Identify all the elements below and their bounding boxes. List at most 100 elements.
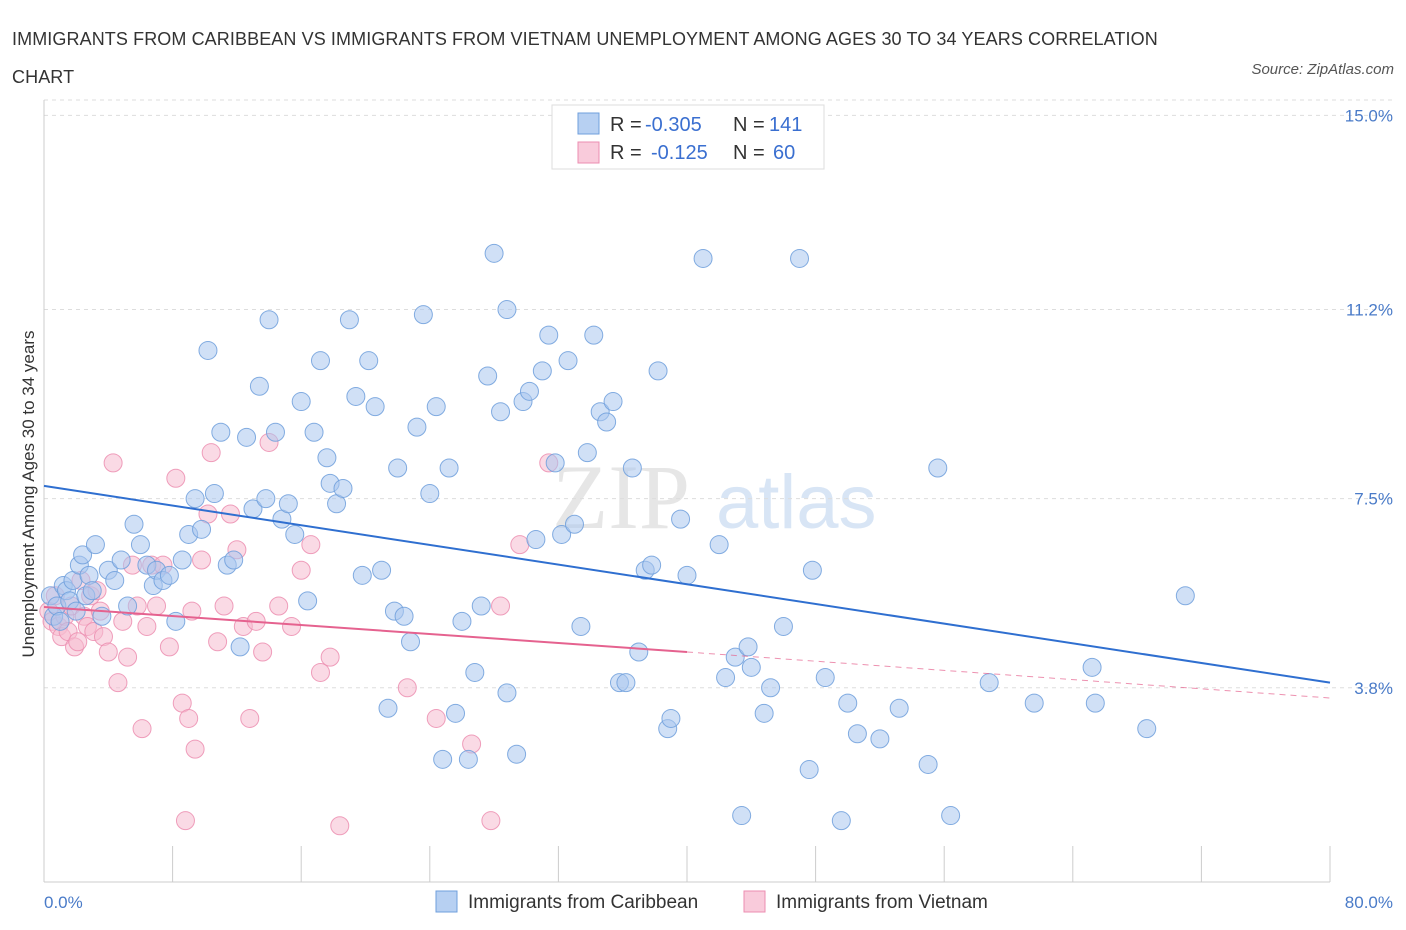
caribbean-point bbox=[204, 484, 224, 504]
caribbean-point bbox=[761, 678, 781, 698]
caribbean-point bbox=[497, 683, 517, 703]
legend-n-value-caribbean: 141 bbox=[769, 114, 802, 136]
vietnam-point bbox=[182, 601, 202, 621]
caribbean-point bbox=[388, 458, 408, 478]
caribbean-point bbox=[79, 565, 99, 585]
y-tick-label: 15.0% bbox=[1345, 106, 1393, 125]
bottom-legend-swatch-caribbean bbox=[435, 890, 458, 913]
vietnam-point bbox=[192, 550, 212, 570]
y-axis-label: Unemployment Among Ages 30 to 34 years bbox=[19, 331, 38, 658]
caribbean-point bbox=[693, 248, 713, 268]
caribbean-point bbox=[230, 637, 250, 657]
caribbean-point bbox=[372, 560, 392, 580]
caribbean-point bbox=[118, 596, 138, 616]
caribbean-point bbox=[532, 361, 552, 381]
caribbean-point bbox=[519, 381, 539, 401]
vietnam-point bbox=[103, 453, 123, 473]
caribbean-point bbox=[545, 453, 565, 473]
vietnam-point bbox=[269, 596, 289, 616]
caribbean-point bbox=[346, 386, 366, 406]
caribbean-point bbox=[584, 325, 604, 345]
caribbean-point bbox=[172, 550, 192, 570]
caribbean-point bbox=[870, 729, 890, 749]
caribbean-point bbox=[571, 616, 591, 636]
caribbean-point bbox=[941, 806, 961, 826]
vietnam-point bbox=[175, 811, 195, 831]
caribbean-point bbox=[918, 754, 938, 774]
trend-lines bbox=[43, 484, 1331, 699]
legend-r-value-vietnam: -0.125 bbox=[651, 142, 708, 164]
caribbean-point bbox=[716, 668, 736, 688]
vietnam-point bbox=[310, 662, 330, 682]
caribbean-point bbox=[278, 494, 298, 514]
caribbean-point bbox=[526, 530, 546, 550]
vietnam-point bbox=[301, 535, 321, 555]
caribbean-point bbox=[709, 535, 729, 555]
caribbean-point bbox=[317, 448, 337, 468]
caribbean-point bbox=[790, 248, 810, 268]
bottom-legend-label-vietnam: Immigrants from Vietnam bbox=[776, 892, 988, 913]
vietnam-point bbox=[397, 678, 417, 698]
caribbean-point bbox=[224, 550, 244, 570]
caribbean-point bbox=[1137, 719, 1157, 739]
caribbean-point bbox=[111, 550, 131, 570]
caribbean-point bbox=[73, 545, 93, 565]
caribbean-point bbox=[359, 351, 379, 371]
vietnam-point bbox=[208, 632, 228, 652]
legend-r-value-caribbean: -0.305 bbox=[645, 114, 702, 136]
caribbean-point bbox=[256, 489, 276, 509]
caribbean-point bbox=[507, 744, 527, 764]
caribbean-point bbox=[439, 458, 459, 478]
caribbean-point bbox=[237, 427, 257, 447]
source-label: Source: ZipAtlas.com bbox=[1251, 61, 1394, 78]
caribbean-point bbox=[1175, 586, 1195, 606]
caribbean-point bbox=[831, 811, 851, 831]
caribbean-point bbox=[130, 535, 150, 555]
caribbean-point bbox=[552, 524, 572, 544]
caribbean-point bbox=[310, 351, 330, 371]
caribbean-point bbox=[291, 392, 311, 412]
caribbean-point bbox=[82, 581, 102, 601]
top-legend: R = -0.305 N = 141 R = -0.125 N = 60 bbox=[551, 104, 825, 170]
caribbean-point bbox=[1024, 693, 1044, 713]
vietnam-points bbox=[39, 432, 559, 836]
watermark-atlas: atlas bbox=[716, 460, 877, 545]
legend-r-label-vietnam: R = bbox=[610, 142, 642, 164]
caribbean-point bbox=[847, 724, 867, 744]
vietnam-point bbox=[68, 632, 88, 652]
caribbean-point bbox=[838, 693, 858, 713]
caribbean-point bbox=[465, 662, 485, 682]
vietnam-point bbox=[491, 596, 511, 616]
caribbean-point bbox=[192, 519, 212, 539]
caribbean-point bbox=[616, 673, 636, 693]
y-tick-label: 3.8% bbox=[1354, 679, 1393, 698]
vietnam-point bbox=[481, 811, 501, 831]
vietnam-point bbox=[240, 708, 260, 728]
caribbean-point bbox=[484, 243, 504, 263]
caribbean-point bbox=[339, 310, 359, 330]
caribbean-point bbox=[259, 310, 279, 330]
caribbean-point bbox=[352, 565, 372, 585]
caribbean-point bbox=[497, 300, 517, 320]
caribbean-point bbox=[648, 361, 668, 381]
vietnam-point bbox=[166, 468, 186, 488]
vietnam-point bbox=[108, 673, 128, 693]
caribbean-point bbox=[50, 611, 70, 631]
caribbean-point bbox=[458, 749, 478, 769]
caribbean-point bbox=[365, 397, 385, 417]
caribbean-point bbox=[979, 673, 999, 693]
x-tick-max: 80.0% bbox=[1345, 893, 1393, 912]
vietnam-trend-extension bbox=[686, 651, 1331, 699]
caribbean-point bbox=[198, 340, 218, 360]
bottom-legend-swatch-vietnam bbox=[743, 890, 766, 913]
vietnam-point bbox=[118, 647, 138, 667]
caribbean-point bbox=[478, 366, 498, 386]
caribbean-point bbox=[889, 698, 909, 718]
caribbean-point bbox=[677, 565, 697, 585]
vietnam-point bbox=[426, 708, 446, 728]
vietnam-point bbox=[291, 560, 311, 580]
caribbean-point bbox=[401, 632, 421, 652]
caribbean-point bbox=[413, 305, 433, 325]
caribbean-point bbox=[597, 412, 617, 432]
caribbean-point bbox=[558, 351, 578, 371]
